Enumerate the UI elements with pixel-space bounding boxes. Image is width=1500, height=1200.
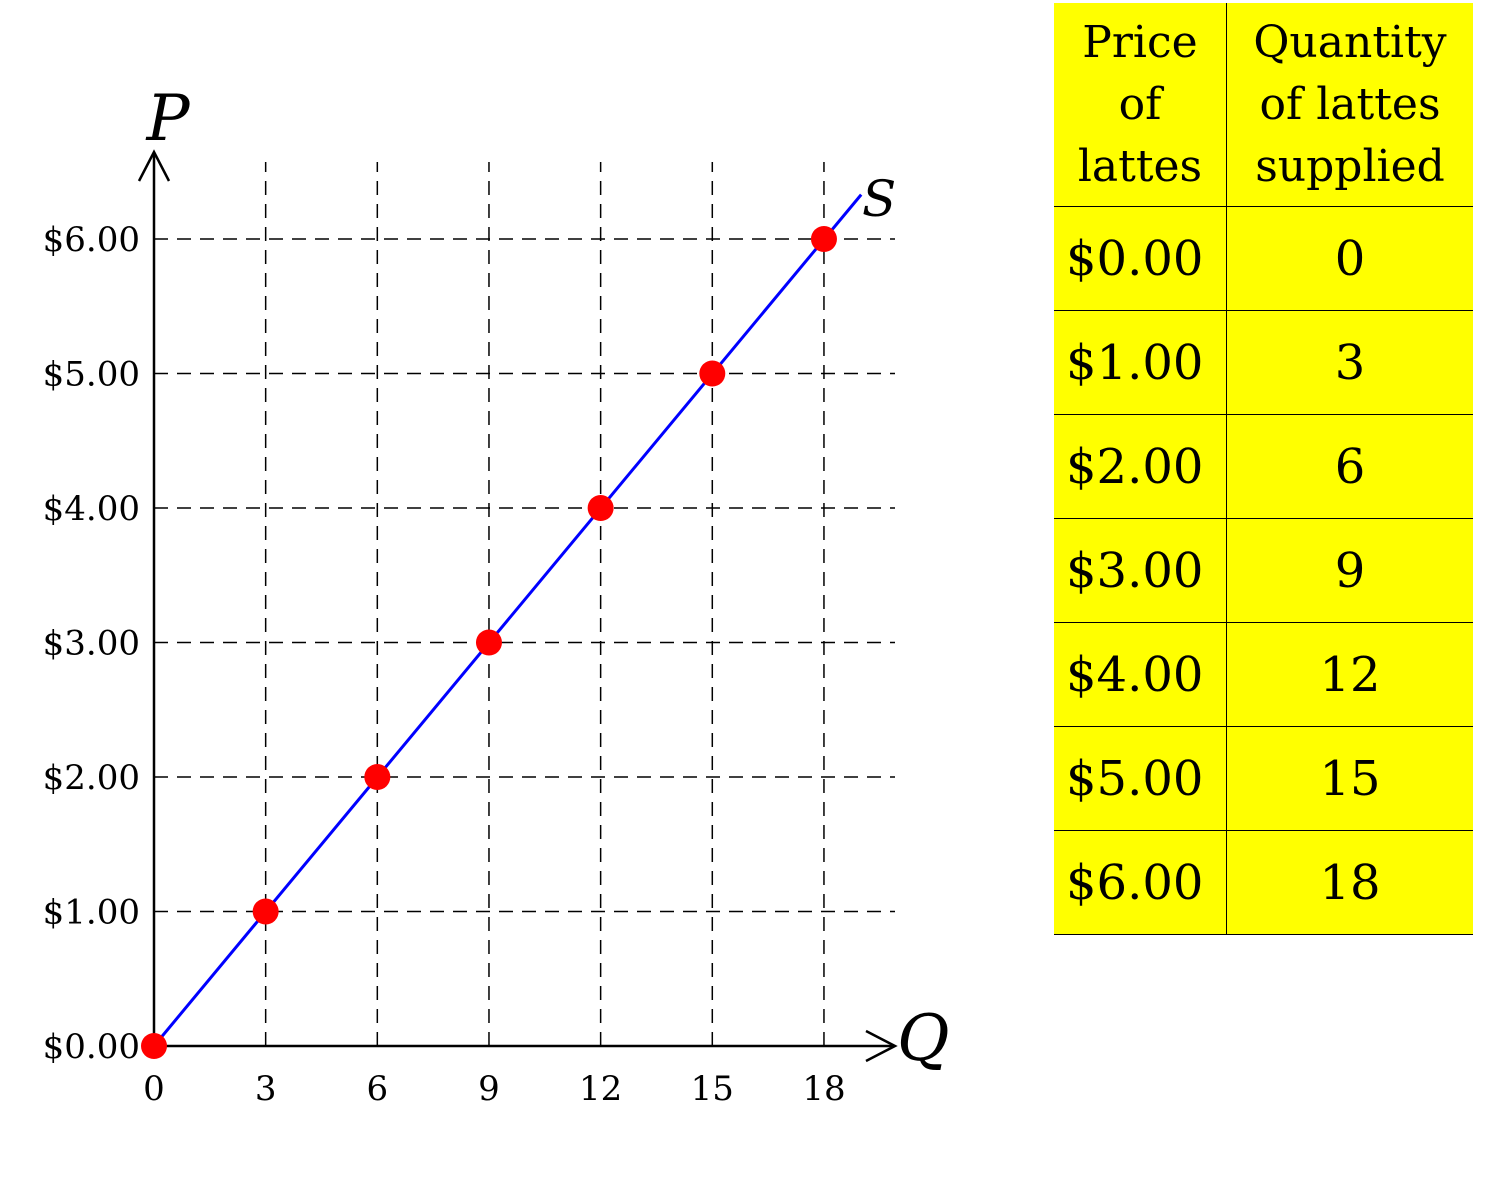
data-point [587, 495, 614, 521]
header-line: of [1118, 78, 1162, 130]
price-cell: $2.00 [1054, 414, 1227, 519]
supply-chart: 0 3 6 9 12 15 18 $0.00 $1.00 $2.00 $3.00 $4.00 $5.00… [43, 82, 950, 1109]
header-line: Price [1082, 16, 1198, 68]
quantity-column-header: Quantity of lattes supplied [1226, 3, 1473, 207]
y-tick-label: $5.00 [43, 355, 140, 395]
y-axis-label: P [145, 82, 190, 156]
header-line: lattes [1077, 140, 1203, 192]
y-axis-arrowhead [137, 149, 171, 182]
x-tick-label: 6 [366, 1069, 388, 1109]
data-point [141, 1033, 167, 1059]
quantity-cell: 9 [1226, 518, 1473, 623]
x-tick-label: 15 [691, 1069, 734, 1109]
data-point [252, 898, 279, 925]
table-row: $2.00 6 [1054, 414, 1473, 519]
data-point [810, 226, 837, 252]
x-tick-label: 9 [478, 1069, 500, 1109]
y-tick-label: $2.00 [43, 758, 140, 798]
table-row: $0.00 0 [1054, 206, 1473, 311]
y-tick-label: $0.00 [43, 1027, 140, 1067]
header-line: supplied [1255, 140, 1445, 192]
y-tick-label: $3.00 [43, 624, 140, 664]
header-line: Quantity [1253, 16, 1447, 68]
quantity-cell: 6 [1226, 414, 1473, 519]
y-tick-label: $1.00 [43, 893, 140, 933]
data-point [699, 360, 726, 387]
table-row: $5.00 15 [1054, 726, 1473, 831]
tick-labels: 0 3 6 9 12 15 18 $0.00 $1.00 $2.00 $3.00 $4.00 $5.00… [43, 220, 846, 1109]
price-cell: $6.00 [1054, 830, 1227, 935]
supply-series [141, 193, 863, 1059]
price-column-header: Price of lattes [1054, 3, 1227, 207]
table-row: $1.00 3 [1054, 310, 1473, 415]
data-point [364, 764, 391, 790]
quantity-cell: 12 [1226, 622, 1473, 727]
price-cell: $3.00 [1054, 518, 1227, 623]
table-row: $4.00 12 [1054, 622, 1473, 727]
x-tick-label: 12 [579, 1069, 622, 1109]
x-axis-arrowhead [865, 1029, 898, 1063]
table-header-row: Price of lattes Quantity of lattes suppl… [1054, 3, 1473, 207]
axes [137, 149, 898, 1063]
x-tick-label: 18 [802, 1069, 845, 1109]
price-cell: $4.00 [1054, 622, 1227, 727]
table-row: $6.00 18 [1054, 830, 1473, 935]
price-cell: $5.00 [1054, 726, 1227, 831]
y-tick-label: $6.00 [43, 220, 140, 260]
header-line: of lattes [1259, 78, 1441, 130]
quantity-cell: 3 [1226, 310, 1473, 415]
quantity-cell: 15 [1226, 726, 1473, 831]
x-tick-label: 0 [143, 1069, 165, 1109]
quantity-cell: 0 [1226, 206, 1473, 311]
y-tick-label: $4.00 [43, 489, 140, 529]
supply-schedule-table: Price of lattes Quantity of lattes suppl… [1054, 3, 1473, 935]
x-tick-label: 3 [255, 1069, 277, 1109]
data-point [475, 629, 502, 656]
x-axis-label: Q [897, 1002, 949, 1076]
price-cell: $0.00 [1054, 206, 1227, 311]
supply-curve-label: S [862, 170, 896, 228]
price-cell: $1.00 [1054, 310, 1227, 415]
table-row: $3.00 9 [1054, 518, 1473, 623]
quantity-cell: 18 [1226, 830, 1473, 935]
